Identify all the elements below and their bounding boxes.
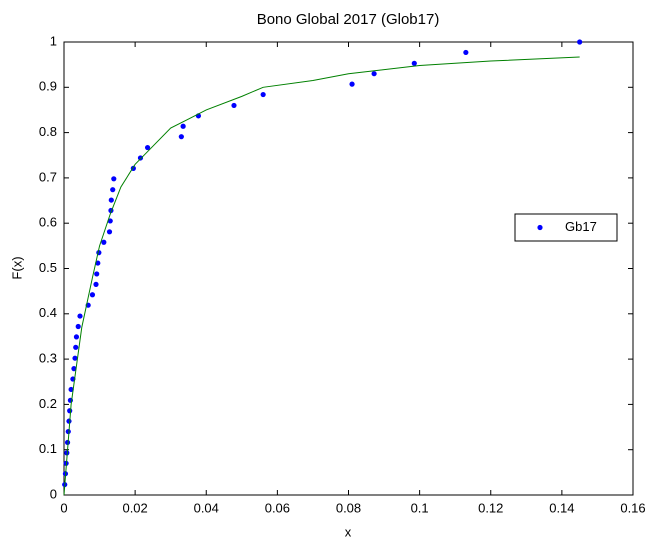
x-tick-label: 0.06 [265, 500, 290, 515]
data-point [94, 271, 100, 277]
x-tick-label: 0.16 [620, 500, 645, 515]
data-point [89, 292, 96, 298]
x-tick-label: 0.02 [122, 500, 147, 515]
data-point [71, 366, 77, 372]
legend: Gb17 [514, 213, 618, 242]
data-point [178, 134, 184, 140]
data-point [144, 144, 151, 151]
y-tick-label: 0.4 [39, 305, 57, 320]
y-tick-label: 0.8 [39, 124, 57, 139]
data-point [65, 428, 71, 435]
data-point [349, 81, 355, 87]
y-tick-label: 0.1 [39, 441, 57, 456]
y-tick-label: 0.9 [39, 79, 57, 94]
x-tick-label: 0.1 [411, 500, 429, 515]
chart-title: Bono Global 2017 (Glob17) [257, 11, 440, 28]
data-point [93, 281, 99, 287]
data-point [68, 386, 74, 393]
y-tick-label: 0.2 [39, 396, 57, 411]
legend-label: Gb17 [565, 219, 597, 234]
data-point [577, 39, 583, 45]
data-point [77, 313, 83, 319]
x-tick-label: 0.04 [194, 500, 219, 515]
data-point [411, 60, 417, 66]
data-point [106, 229, 113, 235]
y-axis-label: F(x) [9, 256, 24, 279]
data-point [73, 334, 80, 340]
data-point [75, 323, 81, 330]
y-tick-label: 1 [50, 33, 57, 48]
data-point [111, 176, 117, 182]
y-tick-label: 0.5 [39, 260, 57, 275]
x-tick-label: 0 [60, 500, 67, 515]
y-tick-label: 0.6 [39, 215, 57, 230]
legend-box [514, 213, 618, 242]
x-axis-label: x [345, 524, 352, 539]
data-point [108, 197, 114, 203]
data-point [231, 102, 237, 109]
data-point [137, 155, 144, 161]
data-point [72, 355, 78, 361]
data-point [371, 71, 377, 77]
y-tick-label: 0.3 [39, 351, 57, 366]
data-point [110, 187, 116, 193]
data-point [64, 439, 71, 446]
x-tick-label: 0.08 [336, 500, 361, 515]
data-point [107, 218, 113, 224]
data-point [463, 49, 469, 56]
data-point [73, 344, 79, 350]
legend-swatch [537, 224, 543, 231]
data-point [260, 91, 266, 98]
x-tick-label: 0.14 [549, 500, 574, 515]
data-point [66, 418, 72, 424]
y-tick-label: 0 [50, 486, 57, 501]
fit-line [63, 56, 580, 496]
x-tick-label: 0.12 [478, 500, 503, 515]
y-tick-label: 0.7 [39, 169, 57, 184]
data-point [67, 408, 73, 414]
data-point [101, 239, 107, 245]
data-point [180, 123, 186, 129]
